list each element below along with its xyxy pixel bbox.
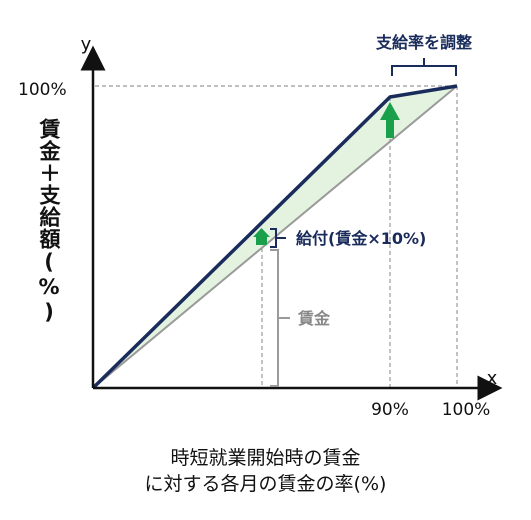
benefit-label: 給付(賃金×10%) [296,229,426,248]
green-arrow-large-icon [380,102,400,138]
wage-label: 賃金 [297,309,331,328]
y-axis-title: 賃金＋支給額(%) [37,118,61,325]
benefit-bracket [270,228,286,248]
y-tick-100: 100% [18,80,67,100]
x-axis-letter: x [487,368,498,389]
wage-bracket [270,249,290,387]
x-tick-90: 90% [371,400,409,420]
y-axis-letter: y [81,34,92,55]
adjust-bracket [391,58,457,76]
x-tick-100: 100% [442,400,491,420]
green-arrow-small-icon [253,228,270,245]
x-caption-line1: 時短就業開始時の賃金 [170,447,361,469]
total-line [91,84,458,390]
adjust-label: 支給率を調整 [375,33,472,52]
x-caption-line2: に対する各月の賃金の率(%) [144,473,387,495]
